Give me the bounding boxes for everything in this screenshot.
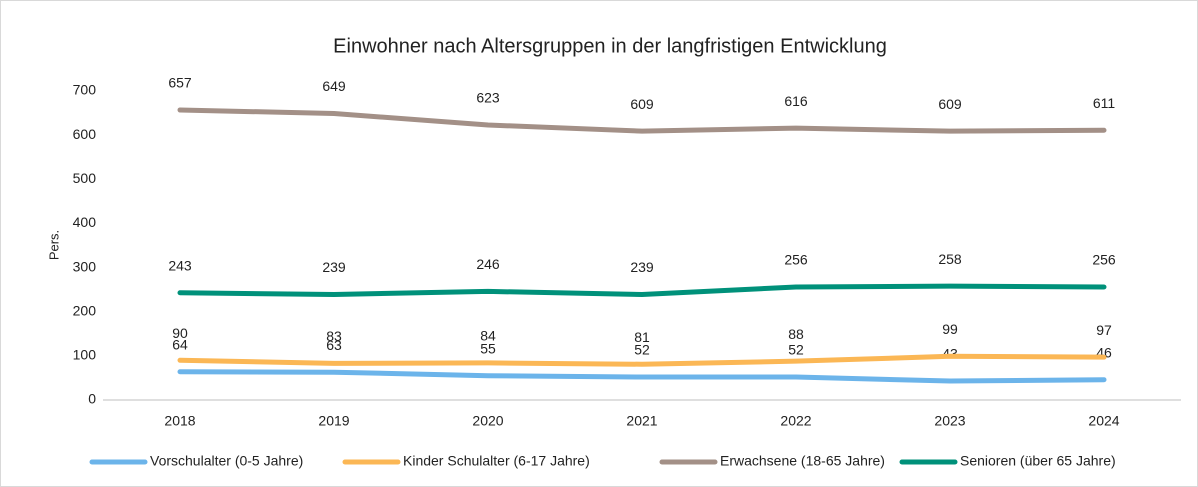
y-tick-label: 400 [73, 214, 97, 230]
y-tick-label: 500 [73, 170, 97, 186]
data-label: 256 [1092, 252, 1116, 268]
x-tick-label: 2018 [164, 413, 195, 429]
data-label: 52 [788, 342, 804, 358]
x-tick-label: 2020 [472, 413, 503, 429]
legend-label: Senioren (über 65 Jahre) [960, 453, 1116, 469]
data-label: 88 [788, 326, 804, 342]
y-tick-label: 300 [73, 258, 97, 274]
series-line [177, 369, 1107, 384]
series-line [177, 107, 1107, 134]
data-label: 81 [634, 329, 650, 345]
y-tick-label: 100 [73, 347, 97, 363]
data-label: 84 [480, 328, 496, 344]
y-tick-label: 600 [73, 126, 97, 142]
legend-label: Erwachsene (18-65 Jahre) [720, 453, 885, 469]
data-label: 55 [480, 340, 496, 356]
x-tick-label: 2022 [780, 413, 811, 429]
y-axis-label: Pers. [46, 230, 61, 260]
data-label: 649 [322, 78, 346, 94]
x-tick-label: 2023 [934, 413, 965, 429]
data-label: 90 [172, 325, 188, 341]
data-label: 99 [942, 321, 958, 337]
data-label: 64 [172, 336, 188, 352]
data-label: 97 [1096, 322, 1112, 338]
data-label: 657 [168, 75, 192, 91]
x-tick-label: 2024 [1088, 413, 1119, 429]
data-label: 43 [942, 346, 958, 362]
data-label: 239 [322, 259, 346, 275]
data-label: 52 [634, 342, 650, 358]
data-label: 239 [630, 259, 654, 275]
legend-label: Kinder Schulalter (6-17 Jahre) [403, 453, 590, 469]
data-label: 623 [476, 90, 500, 106]
data-label: 83 [326, 328, 342, 344]
x-tick-label: 2021 [626, 413, 657, 429]
chart-title: Einwohner nach Altersgruppen in der lang… [333, 35, 887, 57]
y-tick-label: 700 [73, 82, 97, 98]
data-label: 611 [1093, 95, 1116, 111]
data-label: 256 [784, 252, 808, 268]
series-line [177, 353, 1107, 367]
x-tick-label: 2019 [318, 413, 349, 429]
data-label: 246 [476, 256, 500, 272]
data-label: 609 [630, 96, 654, 112]
data-label: 616 [784, 93, 808, 109]
data-label: 609 [938, 96, 962, 112]
data-label: 63 [326, 337, 342, 353]
y-tick-label: 0 [88, 391, 96, 407]
y-tick-label: 200 [73, 302, 97, 318]
legend-label: Vorschulalter (0-5 Jahre) [150, 453, 303, 469]
data-label: 243 [168, 257, 192, 273]
series-line [177, 283, 1107, 297]
data-label: 258 [938, 251, 962, 267]
